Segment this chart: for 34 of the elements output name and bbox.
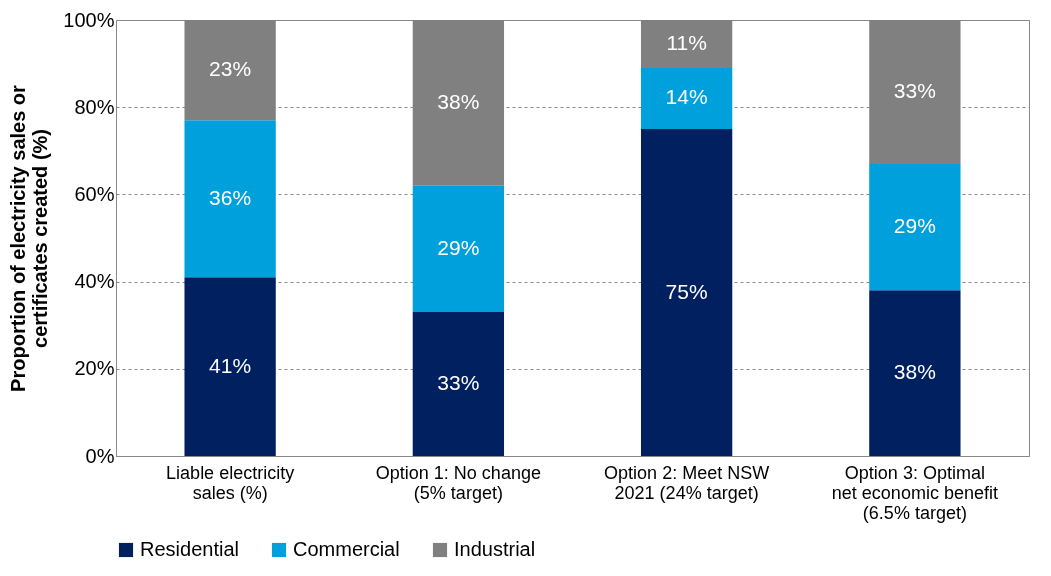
data-label: 33% [893, 78, 936, 102]
legend-label: Industrial [454, 538, 536, 560]
data-label: 23% [209, 57, 252, 81]
data-label: 29% [893, 214, 936, 238]
data-label: 38% [437, 89, 480, 113]
bar [640, 67, 733, 129]
legend-label: Residential [140, 538, 239, 560]
data-label: 29% [437, 235, 480, 259]
bar [184, 277, 276, 456]
legend-label: Commercial [293, 538, 400, 560]
data-label: 38% [893, 360, 936, 384]
bar [869, 163, 961, 291]
y-tick-label: 60% [74, 182, 115, 205]
y-axis-title: Proportion of electricity sales or certificates created (%) [7, 84, 52, 392]
bar [412, 312, 505, 456]
bar [869, 290, 961, 456]
y-tick-label: 80% [74, 95, 115, 118]
y-tick-label: 40% [74, 270, 115, 293]
data-label: 36% [209, 185, 252, 209]
x-tick-label: Liable electricity sales (%) [166, 462, 295, 503]
data-label: 14% [665, 85, 708, 109]
x-tick-label: Option 3: Optimal net economic benefit (6.5% target) [831, 462, 998, 523]
y-tick-label: 20% [74, 357, 115, 380]
bar [412, 185, 505, 313]
x-tick-label: Option 2: Meet NSW 2021 (24% target) [604, 462, 770, 503]
y-tick-label: 0% [85, 444, 115, 467]
data-label: 11% [666, 30, 707, 54]
data-label: 75% [665, 279, 708, 303]
bar [184, 120, 276, 278]
x-tick-label: Option 1: No change (5% target) [375, 462, 541, 503]
data-label: 33% [437, 371, 480, 395]
y-tick-label: 100% [63, 8, 115, 31]
data-label: 41% [209, 353, 252, 377]
bar [640, 129, 733, 456]
